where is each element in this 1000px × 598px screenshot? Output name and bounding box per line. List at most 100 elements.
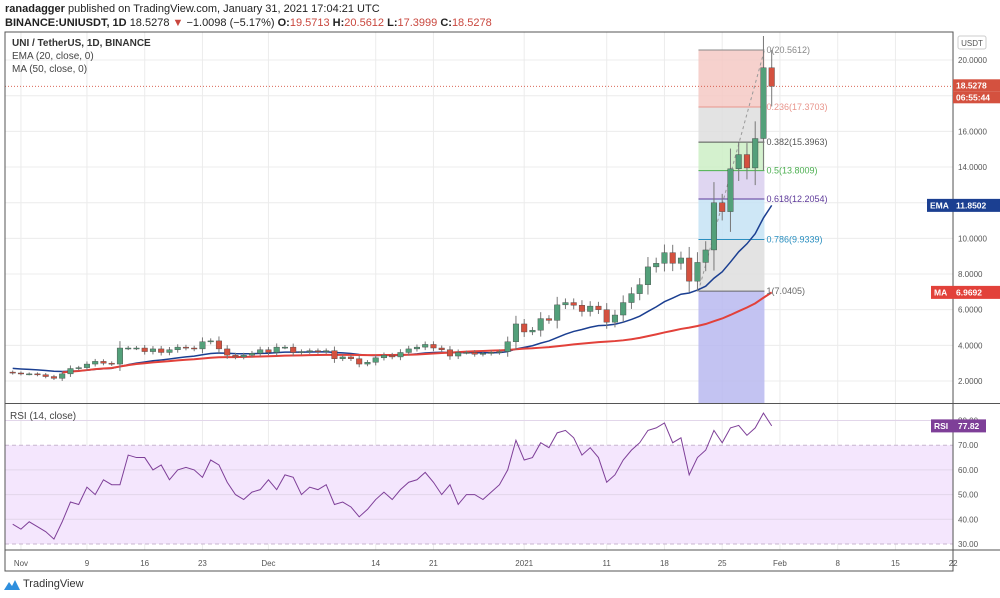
candle-body [743, 154, 750, 169]
rsi-tick-label: 70.00 [958, 441, 979, 450]
candle-body [380, 354, 387, 359]
candle-body [512, 323, 519, 342]
candle [603, 303, 610, 329]
last-price-tag: 18.5278 [956, 80, 987, 90]
candle [752, 121, 759, 186]
candle [628, 287, 635, 309]
candle [125, 345, 132, 351]
candle-body [603, 309, 610, 323]
candle-body [479, 353, 486, 355]
candle-body [182, 346, 189, 349]
candle-body [702, 249, 709, 263]
candle [760, 36, 767, 171]
candle [463, 350, 470, 355]
candle [75, 365, 82, 371]
candle [562, 298, 569, 309]
tradingview-logo[interactable]: TradingView [4, 578, 84, 590]
candle [735, 142, 742, 181]
candle-body [356, 358, 363, 365]
candle-body [653, 263, 660, 268]
candle [413, 344, 420, 352]
candle [636, 278, 643, 301]
candle-body [735, 154, 742, 170]
candle [273, 343, 280, 357]
close-value: 18.5278 [451, 17, 492, 29]
candle-body [265, 349, 272, 353]
candle [702, 241, 709, 272]
candle [133, 345, 140, 351]
candle [207, 338, 214, 345]
legend-ma[interactable]: MA (50, close, 0) [12, 64, 88, 75]
candle [669, 244, 676, 272]
candle-body [405, 348, 412, 353]
date-tick-label: 2021 [515, 559, 533, 568]
candle-body [224, 348, 231, 356]
last-price-tag-bg [953, 79, 1000, 92]
candle-body [562, 302, 569, 306]
candle-body [430, 344, 437, 349]
candle-body [59, 373, 66, 379]
candle-body [166, 349, 173, 353]
candle [422, 341, 429, 351]
candle-body [760, 67, 767, 139]
candle [199, 337, 206, 354]
rsi-tick-label: 60.00 [958, 466, 979, 475]
candle-body [521, 323, 528, 333]
candle-body [50, 376, 57, 379]
candle [537, 312, 544, 337]
candle-body [281, 346, 288, 349]
candle-body [554, 304, 561, 321]
candle-body [83, 363, 90, 368]
candle-body [306, 350, 313, 352]
candle [182, 344, 189, 351]
publisher-name[interactable]: ranadagger [5, 3, 65, 15]
date-tick-label: 8 [835, 559, 840, 568]
candle [438, 345, 445, 353]
legend-ema[interactable]: EMA (20, close, 0) [12, 51, 94, 62]
candle [479, 351, 486, 357]
symbol-line: BINANCE:UNIUSDT, 1D 18.5278 ▼ −1.0098 (−… [5, 17, 492, 29]
ma-value-tag-bg [953, 285, 1000, 299]
candle-body [471, 352, 478, 355]
candle-body [257, 349, 264, 354]
candle-body [644, 266, 651, 285]
candle-body [339, 356, 346, 359]
candle-body [191, 347, 198, 350]
candle-body [240, 354, 247, 358]
candle-body [125, 347, 132, 350]
tradingview-logo-icon [4, 579, 20, 590]
candle-body [595, 305, 602, 310]
candle-body [537, 318, 544, 331]
candle [727, 148, 734, 232]
candle-body [570, 302, 577, 306]
candle [644, 257, 651, 295]
tradingview-brand: TradingView [23, 578, 84, 590]
candle-body [323, 350, 330, 352]
candle [92, 358, 99, 367]
candle-body [149, 348, 156, 352]
candle [570, 298, 577, 310]
candle-body [413, 346, 420, 350]
candle [380, 352, 387, 361]
price-tick-label: 16.0000 [958, 127, 987, 136]
candle-body [545, 318, 552, 321]
candle-body [422, 344, 429, 348]
price-tick-label: 20.0000 [958, 56, 987, 65]
fib-zone-0.236 [698, 106, 765, 143]
open-label: O: [277, 17, 290, 29]
candle [611, 309, 618, 328]
fib-zone-0 [698, 50, 765, 107]
candle-body [141, 347, 148, 352]
candle-body [347, 356, 354, 359]
candle-body [232, 354, 239, 358]
legend-rsi[interactable]: RSI (14, close) [10, 411, 77, 422]
candle-body [636, 284, 643, 294]
candle [578, 300, 585, 317]
date-tick-label: 16 [140, 559, 149, 568]
candle [488, 350, 495, 356]
candle [529, 327, 536, 336]
candle-body [611, 314, 618, 323]
candle-body [248, 353, 255, 356]
